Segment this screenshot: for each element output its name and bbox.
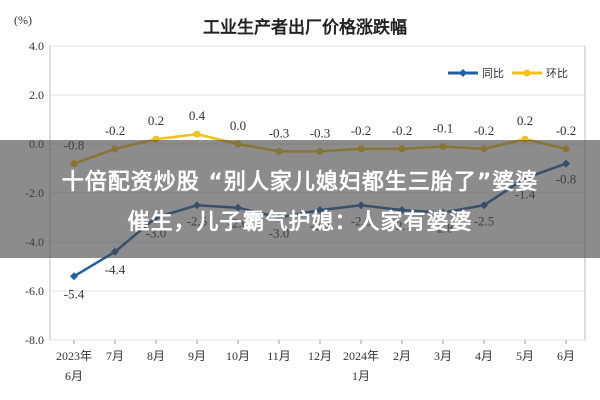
data-label-mom: 0.0: [230, 118, 246, 133]
legend-swatch-marker: [459, 69, 467, 77]
data-label-mom: -0.2: [351, 123, 372, 138]
x-tick-label: 10月: [226, 349, 250, 363]
legend: 同比 环比: [448, 67, 568, 80]
y-tick-label: -6.0: [25, 284, 44, 298]
data-label-mom: 0.4: [189, 108, 206, 123]
y-tick-label: 2.0: [29, 88, 44, 102]
x-tick-label: 9月: [188, 349, 206, 363]
data-label-mom: -0.2: [474, 123, 495, 138]
legend-label: 环比: [546, 67, 568, 80]
data-label-mom: -0.2: [392, 123, 413, 138]
x-tick-label-sub: 6月: [65, 369, 83, 383]
data-point-yoy: [70, 272, 78, 281]
data-point-mom: [193, 130, 201, 138]
data-label-mom: -0.3: [310, 125, 331, 140]
x-tick-label: 3月: [434, 349, 452, 363]
y-tick-label: -8.0: [25, 333, 44, 347]
x-tick-label: 2024年: [343, 349, 379, 363]
x-axis: 2023年 6月 7月 8月 9月 10月 11月 12月 2024年 1月 2月 3月 4月 5月 6月: [56, 340, 575, 383]
y-unit-label: (%): [14, 13, 32, 27]
x-tick-label: 4月: [475, 349, 493, 363]
x-tick-label-sub: 1月: [352, 369, 370, 383]
data-label-yoy: -4.4: [105, 262, 126, 277]
x-tick-label: 7月: [106, 349, 124, 363]
data-label-mom: 0.2: [148, 113, 164, 128]
data-label-yoy: -5.4: [64, 286, 85, 301]
data-label-mom: -0.2: [105, 123, 126, 138]
x-tick-label: 8月: [147, 349, 165, 363]
chart-title: 工业生产者出厂价格涨跌幅: [203, 17, 407, 38]
x-tick-label: 12月: [308, 349, 332, 363]
x-tick-label: 2月: [393, 349, 411, 363]
x-tick-label: 2023年: [56, 349, 92, 363]
y-tick-label: 4.0: [29, 39, 44, 53]
x-tick-label: 6月: [557, 349, 575, 363]
legend-swatch-marker: [523, 69, 531, 77]
data-label-mom: 0.2: [517, 113, 533, 128]
data-label-mom: -0.1: [433, 120, 454, 135]
overlay-banner: 十倍配资炒股 “别人家儿媳妇都生三胎了”婆婆 催生，儿子霸气护媳：人家有婆婆: [0, 140, 600, 258]
overlay-headline-line2: 催生，儿子霸气护媳：人家有婆婆: [127, 210, 473, 235]
x-tick-label: 5月: [516, 349, 534, 363]
data-label-mom: -0.3: [269, 125, 290, 140]
x-tick-label: 11月: [267, 349, 291, 363]
overlay-headline-line1: 十倍配资炒股 “别人家儿媳妇都生三胎了”婆婆: [61, 170, 539, 195]
legend-label: 同比: [482, 67, 504, 80]
data-label-mom: -0.2: [556, 123, 577, 138]
